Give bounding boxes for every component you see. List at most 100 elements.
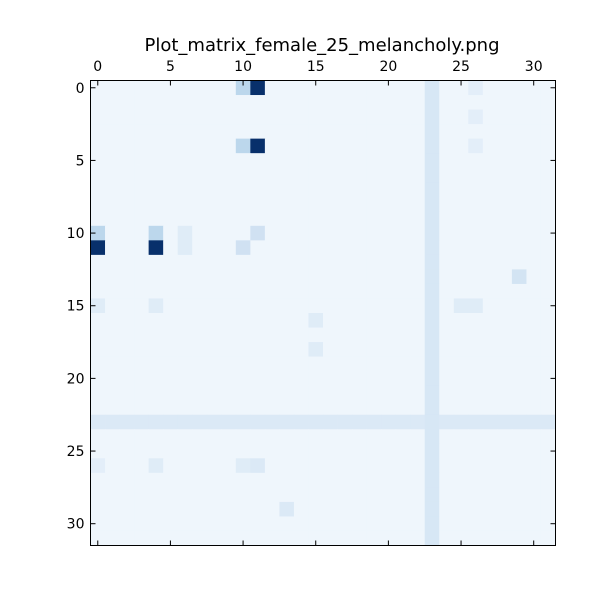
- heatmap-cell: [206, 458, 222, 474]
- heatmap-cell: [221, 95, 237, 110]
- heatmap-cell: [439, 167, 455, 183]
- heatmap-cell: [410, 516, 426, 532]
- heatmap-cell: [206, 487, 222, 503]
- heatmap-cell: [308, 298, 324, 314]
- heatmap-cell: [482, 356, 498, 372]
- heatmap-cell: [235, 211, 251, 227]
- heatmap-cell: [410, 313, 426, 328]
- heatmap-cell: [119, 414, 135, 430]
- heatmap-cell: [250, 138, 266, 154]
- heatmap-cell: [134, 138, 150, 154]
- heatmap-cell: [424, 225, 440, 241]
- heatmap-cell: [511, 327, 527, 343]
- heatmap-cell: [90, 371, 106, 387]
- heatmap-cell: [395, 95, 411, 110]
- heatmap-cell: [497, 124, 513, 140]
- heatmap-cell: [148, 283, 164, 299]
- heatmap-cell: [206, 385, 222, 401]
- heatmap-cell: [221, 167, 237, 183]
- heatmap-cell: [511, 109, 527, 125]
- heatmap-cell: [497, 530, 513, 546]
- heatmap-cell: [235, 356, 251, 372]
- heatmap-cell: [352, 458, 367, 474]
- heatmap-cell: [439, 501, 455, 517]
- heatmap-cell: [337, 298, 353, 314]
- heatmap-cell: [293, 313, 309, 328]
- heatmap-cell: [366, 240, 382, 256]
- heatmap-cell: [90, 327, 106, 343]
- heatmap-cell: [177, 356, 193, 372]
- heatmap-cell: [323, 196, 338, 212]
- heatmap-cell: [410, 487, 426, 503]
- heatmap-cell: [293, 80, 309, 96]
- heatmap-cell: [119, 109, 135, 125]
- heatmap-cell: [119, 298, 135, 314]
- heatmap-cell: [540, 327, 556, 343]
- heatmap-cell: [352, 254, 367, 270]
- heatmap-cell: [264, 153, 280, 169]
- heatmap-cell: [497, 95, 513, 110]
- heatmap-cell: [105, 501, 120, 517]
- heatmap-cell: [352, 283, 367, 299]
- heatmap-cell: [221, 385, 237, 401]
- heatmap-cell: [105, 240, 120, 256]
- heatmap-cell: [439, 458, 455, 474]
- heatmap-cell: [119, 196, 135, 212]
- heatmap-cell: [453, 240, 469, 256]
- heatmap-cell: [366, 153, 382, 169]
- heatmap-cell: [119, 313, 135, 328]
- heatmap-cell: [366, 313, 382, 328]
- heatmap-cell: [482, 385, 498, 401]
- heatmap-cell: [235, 443, 251, 459]
- heatmap-cell: [381, 283, 397, 299]
- heatmap-cell: [352, 240, 367, 256]
- heatmap-cell: [264, 240, 280, 256]
- heatmap-cell: [308, 269, 324, 285]
- heatmap-cell: [468, 269, 484, 285]
- heatmap-cell: [381, 225, 397, 241]
- heatmap-cell: [90, 211, 106, 227]
- heatmap-cell: [526, 254, 542, 270]
- heatmap-cell: [250, 414, 266, 430]
- heatmap-cell: [279, 385, 295, 401]
- heatmap-cell: [482, 327, 498, 343]
- heatmap-cell: [264, 225, 280, 241]
- heatmap-cell: [511, 211, 527, 227]
- heatmap-cell: [511, 254, 527, 270]
- heatmap-cell: [264, 443, 280, 459]
- heatmap-cell: [323, 109, 338, 125]
- heatmap-cell: [323, 269, 338, 285]
- heatmap-cell: [148, 298, 164, 314]
- heatmap-cell: [192, 182, 208, 198]
- heatmap-cell: [134, 283, 150, 299]
- heatmap-cell: [526, 414, 542, 430]
- heatmap-cell: [453, 313, 469, 328]
- heatmap-cell: [453, 371, 469, 387]
- heatmap-cell: [119, 342, 135, 357]
- heatmap-cell: [134, 167, 150, 183]
- heatmap-cell: [293, 95, 309, 110]
- heatmap-cell: [366, 182, 382, 198]
- heatmap-cell: [119, 371, 135, 387]
- heatmap-cell: [308, 196, 324, 212]
- heatmap-cell: [337, 530, 353, 546]
- heatmap-cell: [250, 269, 266, 285]
- heatmap-cell: [206, 269, 222, 285]
- heatmap-cell: [119, 283, 135, 299]
- heatmap-cell: [410, 138, 426, 154]
- heatmap-cell: [163, 167, 179, 183]
- heatmap-cell: [177, 385, 193, 401]
- heatmap-cell: [134, 95, 150, 110]
- heatmap-cell: [511, 196, 527, 212]
- heatmap-cell: [119, 211, 135, 227]
- heatmap-cell: [206, 109, 222, 125]
- heatmap-cell: [148, 313, 164, 328]
- heatmap-cell: [337, 182, 353, 198]
- heatmap-cell: [293, 516, 309, 532]
- heatmap-cell: [540, 167, 556, 183]
- heatmap-cell: [323, 211, 338, 227]
- heatmap-cell: [468, 516, 484, 532]
- heatmap-cell: [192, 298, 208, 314]
- heatmap-cell: [352, 124, 367, 140]
- heatmap-cell: [264, 429, 280, 445]
